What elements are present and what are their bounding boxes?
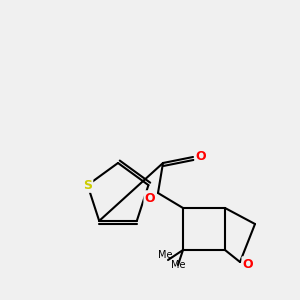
Text: Me: Me bbox=[158, 250, 172, 260]
Text: S: S bbox=[83, 178, 92, 192]
Text: O: O bbox=[196, 151, 206, 164]
Text: O: O bbox=[243, 257, 253, 271]
Text: Me: Me bbox=[171, 260, 185, 270]
Text: O: O bbox=[145, 191, 155, 205]
